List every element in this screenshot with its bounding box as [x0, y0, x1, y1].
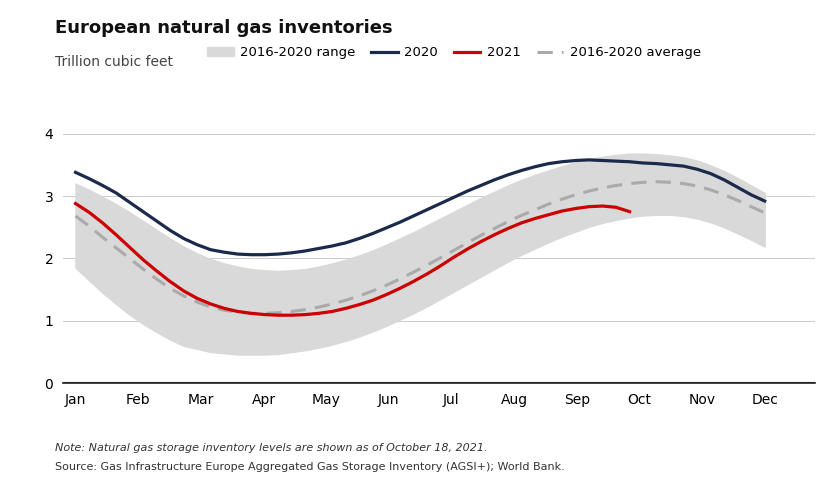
Text: Trillion cubic feet: Trillion cubic feet	[55, 55, 172, 69]
Text: Source: Gas Infrastructure Europe Aggregated Gas Storage Inventory (AGSI+); Worl: Source: Gas Infrastructure Europe Aggreg…	[55, 462, 564, 472]
Text: Note: Natural gas storage inventory levels are shown as of October 18, 2021.: Note: Natural gas storage inventory leve…	[55, 443, 487, 453]
Legend: 2016-2020 range, 2020, 2021, 2016-2020 average: 2016-2020 range, 2020, 2021, 2016-2020 a…	[202, 41, 706, 65]
Text: European natural gas inventories: European natural gas inventories	[55, 19, 392, 37]
